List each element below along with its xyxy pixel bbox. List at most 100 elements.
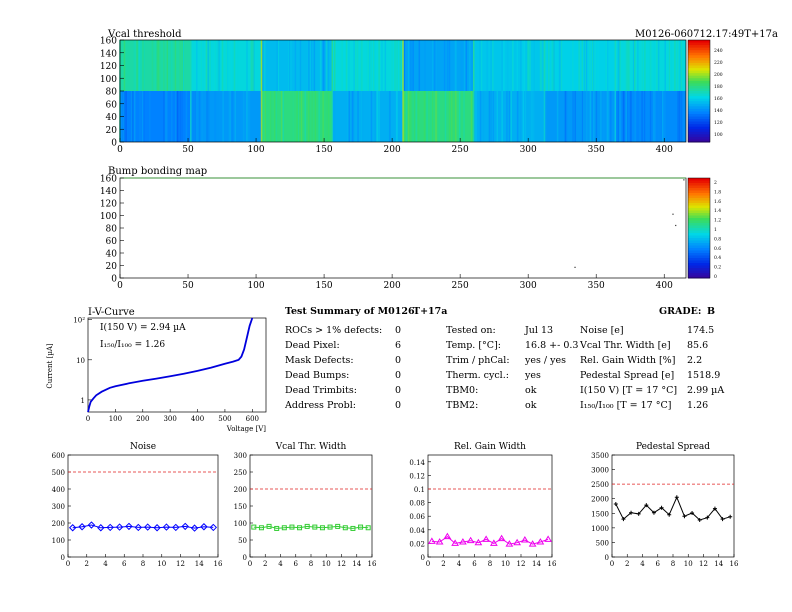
color-scale-band	[688, 255, 710, 259]
pixel-column	[231, 91, 233, 142]
pixel-column	[617, 40, 619, 91]
pixel-column	[572, 40, 574, 91]
pixel-column	[435, 40, 438, 91]
data-point	[712, 506, 717, 511]
data-point	[115, 523, 124, 531]
color-scale-label: 0.2	[714, 265, 721, 271]
pixel-column	[326, 40, 328, 91]
pixel-column	[479, 40, 481, 91]
color-scale-band	[688, 65, 710, 69]
pixel-column	[578, 40, 580, 91]
color-scale-band	[688, 215, 710, 219]
pixel-column	[134, 40, 136, 91]
pixel-column	[166, 40, 169, 91]
color-scale-label: 100	[714, 132, 723, 138]
pixel-column	[139, 91, 141, 142]
pixel-column	[641, 40, 643, 91]
y-tick-label: 140	[100, 49, 117, 59]
roc-summary-panel: Vcal Thr. Width 0 2 4 6 8 10 12 14 16 0 50 100 150 200…	[234, 442, 377, 568]
pixel-column	[226, 40, 229, 91]
data-point	[312, 524, 318, 530]
pixel-column	[670, 40, 672, 91]
pixel-column	[524, 91, 527, 142]
color-scale-band	[688, 52, 710, 56]
pixel-column	[606, 91, 609, 142]
defect-value: 0	[395, 355, 402, 366]
pixel-column	[327, 40, 329, 91]
color-scale-band	[688, 101, 710, 105]
pixel-column	[289, 40, 292, 91]
plot-frame	[67, 454, 219, 558]
pixel-column	[581, 40, 584, 91]
pixel-column	[253, 40, 255, 91]
x-tick-label: 300	[520, 145, 537, 155]
pixel-column	[521, 40, 524, 91]
color-scale-band	[688, 42, 710, 46]
x-tick-label: 400	[656, 145, 673, 155]
roc-summary-panel: Pedestal Spread 0 2 4 6 8 10 12 14 16 0 500 1000 1500…	[591, 442, 739, 568]
data-point	[258, 525, 264, 531]
x-tick-label: 8	[488, 560, 492, 568]
pixel-column	[583, 40, 586, 91]
pixel-column	[179, 40, 181, 91]
pixel-column	[674, 40, 676, 91]
plot-frame	[87, 317, 267, 413]
pixel-column	[201, 91, 204, 142]
pixel-column	[361, 40, 363, 91]
pixel-column	[649, 40, 652, 91]
pixel-column	[545, 40, 548, 91]
pixel-column	[370, 91, 373, 142]
x-tick-label: 150	[315, 145, 332, 155]
result-value: 2.99 µA	[687, 385, 725, 396]
pixel-column	[527, 40, 530, 91]
pixel-column	[553, 40, 555, 91]
pixel-column	[251, 40, 253, 91]
color-scale-band	[688, 258, 710, 261]
y-tick-label: 0	[61, 554, 65, 562]
y-tick-label: 60	[106, 100, 118, 110]
y-tick-label: 40	[106, 250, 118, 260]
pixel-column	[511, 40, 514, 91]
pixel-column	[206, 40, 209, 91]
pixel-column	[653, 40, 655, 91]
roc-tile	[190, 91, 262, 142]
pixel-column	[585, 91, 588, 142]
y-tick-label: 0.12	[409, 472, 425, 480]
chart-title: Rel. Gain Width	[454, 442, 526, 452]
x-tick-label: 2	[441, 560, 445, 568]
color-scale-label: 1.4	[714, 208, 721, 214]
y-tick-label: 300	[234, 452, 247, 460]
pixel-column	[221, 40, 224, 91]
y-tick-label: 100	[52, 537, 65, 545]
pixel-column	[139, 40, 142, 91]
pixel-column	[409, 91, 412, 142]
pixel-column	[314, 91, 317, 142]
x-tick-label: 350	[588, 281, 605, 291]
defect-value: 0	[395, 370, 402, 381]
pixel-column	[245, 91, 248, 142]
color-scale-band	[688, 265, 710, 269]
x-tick-label: 200	[384, 145, 401, 155]
color-scale-band	[688, 88, 710, 92]
pixel-column	[628, 40, 630, 91]
pixel-column	[625, 40, 628, 91]
pixel-column	[628, 91, 631, 142]
data-point	[266, 523, 272, 529]
vcal-threshold-map: Vcal threshold M0126-060712.17:49T+17a 0 50…	[100, 29, 778, 155]
y-tick-label: 0.14	[409, 459, 425, 467]
data-point	[720, 517, 725, 522]
pixel-column	[594, 40, 596, 91]
grade-label: GRADE:	[659, 306, 702, 317]
x-tick-label: 6	[472, 560, 477, 568]
y-tick-label: 10	[76, 357, 85, 365]
pixel-column	[643, 91, 646, 142]
pixel-column	[298, 91, 301, 142]
data-point	[134, 523, 143, 532]
color-scale-band	[688, 85, 710, 89]
color-scale-band	[688, 119, 710, 123]
pixel-column	[458, 91, 461, 142]
roc-tile	[544, 91, 616, 142]
pixel-column	[653, 91, 655, 142]
y-tick-label: 0	[605, 554, 609, 562]
pixel-column	[622, 91, 625, 142]
